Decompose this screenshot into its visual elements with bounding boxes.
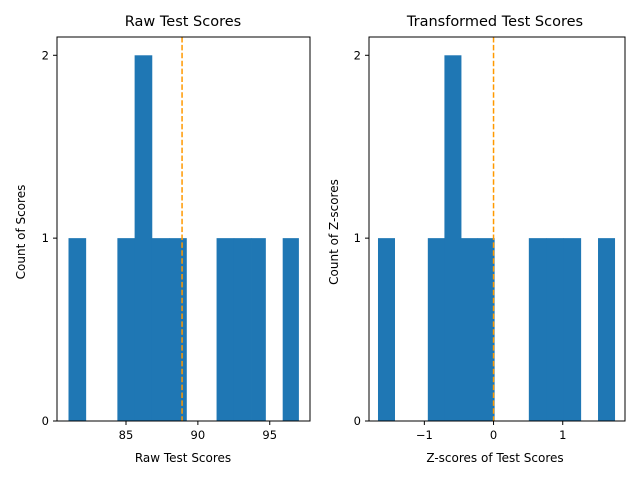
- y-axis-label: Count of Scores: [14, 185, 28, 280]
- y-tick-label: 1: [354, 231, 361, 245]
- x-tick-group: 85 90 95: [119, 421, 277, 442]
- axes-frame: [56, 36, 311, 422]
- histogram-bar: [169, 238, 187, 421]
- y-tick-label: 0: [354, 414, 361, 428]
- histogram-bar: [546, 238, 564, 421]
- histogram-bar: [598, 238, 616, 421]
- y-tick-label: 2: [354, 48, 361, 62]
- x-tick-label: 85: [119, 428, 134, 442]
- histogram-bar: [117, 238, 136, 421]
- histogram-bar: [251, 238, 266, 421]
- bar-group: [68, 55, 299, 421]
- x-tick-label: 1: [559, 428, 566, 442]
- x-tick-group: −1 0 1: [416, 421, 566, 442]
- histogram-bar: [377, 238, 395, 421]
- histogram-bar: [477, 238, 495, 421]
- histogram-bar: [151, 238, 170, 421]
- histogram-bar: [461, 238, 479, 421]
- histogram-bar: [68, 238, 87, 421]
- histogram-bar: [444, 55, 462, 421]
- subplot-z-scores: Transformed Test Scores −1 0 1 0 1 2 Z-score…: [327, 14, 626, 465]
- y-tick-label: 1: [42, 231, 49, 245]
- histogram-bar: [216, 238, 235, 421]
- histogram-bar: [282, 238, 299, 421]
- y-tick-label: 0: [42, 414, 49, 428]
- x-tick-label: 95: [262, 428, 277, 442]
- y-tick-group: 0 1 2: [354, 48, 369, 428]
- y-tick-label: 2: [42, 48, 49, 62]
- chart-title: Raw Test Scores: [125, 14, 241, 30]
- x-axis-label: Raw Test Scores: [135, 451, 231, 465]
- histogram-bar: [233, 238, 252, 421]
- subplot-raw-scores: Raw Test Scores 85 90 95 0 1 2 Raw Test Scor…: [14, 14, 311, 465]
- histogram-bar: [134, 55, 153, 421]
- x-axis-label: Z-scores of Test Scores: [426, 451, 563, 465]
- chart-title: Transformed Test Scores: [406, 14, 583, 30]
- axes-frame: [368, 36, 626, 422]
- histogram-bar: [528, 238, 547, 421]
- y-tick-group: 0 1 2: [42, 48, 57, 428]
- histogram-bar: [427, 238, 445, 421]
- histogram-bar: [563, 238, 582, 421]
- bar-group: [377, 55, 616, 421]
- y-axis-label: Count of Z-scores: [327, 179, 341, 285]
- x-tick-label: 90: [191, 428, 206, 442]
- x-tick-label: 0: [490, 428, 497, 442]
- x-tick-label: −1: [416, 428, 433, 442]
